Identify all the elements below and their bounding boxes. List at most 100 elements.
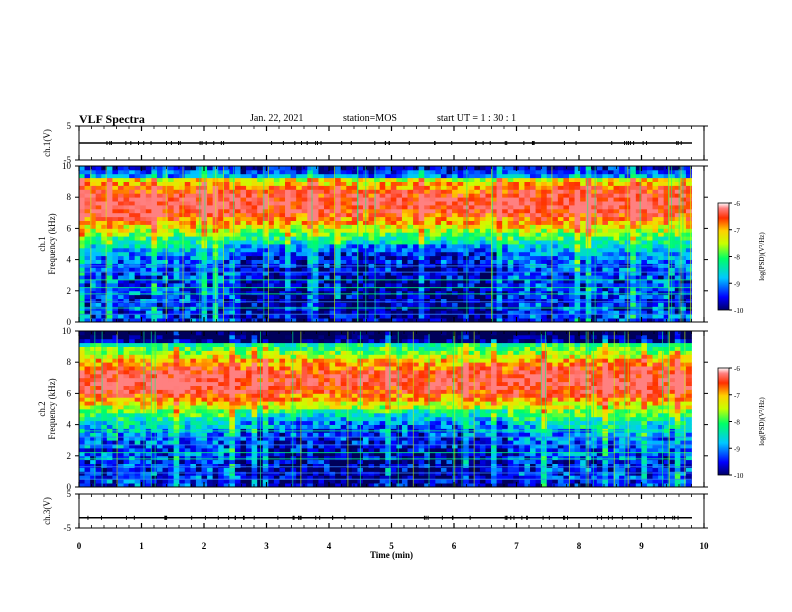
ch2-spectrogram-cell [123,455,130,461]
ch1-spectrogram-cell [285,286,291,292]
ch1-spectrogram-cell [79,314,85,319]
ch1-spectrogram-cell [184,255,191,260]
ch1-spectrogram-cell [179,275,186,280]
ch1-spectrogram-cell [307,177,314,182]
ch1-spectrogram-cell [518,232,525,237]
ch1-spectrogram-cell [329,255,336,260]
ch1-spectrogram-cell [117,286,124,292]
ch2-spectrogram-cell [117,416,124,422]
ch2-spectrogram-cell [95,405,102,410]
ch2-spectrogram-cell [123,479,130,484]
ch1-spectrogram-cell [663,290,670,296]
ch1-spectrogram-cell [251,306,258,311]
ch1-spectrogram-cell [424,251,431,257]
ch1-spectrogram-cell [290,283,297,288]
ch1-spectrogram-cell [312,294,319,299]
ch1-spectrogram-cell [117,173,124,179]
ch1-spectrogram-cell [301,169,308,175]
ch1-spectrogram-cell [390,181,397,186]
ch1-spectrogram-cell [574,205,581,210]
ch1-spectrogram-cell [79,201,85,206]
ch1-spectrogram-cell [262,232,269,237]
ch1-spectrogram-cell [273,232,280,237]
ch1-spectrogram-cell [619,189,626,194]
ch1-spectrogram-cell [418,318,425,323]
ch1-spectrogram-cell [413,279,420,284]
ch1-spectrogram-cell [413,193,420,198]
ch1-spectrogram-cell [418,197,425,202]
ch1-spectrogram-cell [518,193,525,198]
ch1-spectrogram-cell [195,205,202,210]
ch2-spectrogram-cell [129,401,136,406]
ch1-spectrogram-cell [569,314,575,319]
ch1-spectrogram-cell [530,251,536,257]
ch1-spectrogram-cell [635,240,642,245]
ch1-spectrogram-cell [240,216,247,221]
ch2-spectrogram-cell [106,373,113,379]
ch2-spectrogram-cell [95,483,102,488]
ch1-spectrogram-cell [95,169,102,175]
ch1-spectrogram-cell [134,298,141,303]
ch1-spectrogram-cell [619,216,626,221]
ch1-spectrogram-cell [613,201,620,206]
ch1-spectrogram-cell [452,177,459,182]
ch1-spectrogram-cell [357,318,364,323]
ch1-spectrogram-cell [318,208,325,214]
ch1-spectrogram-cell [635,314,642,319]
ch1-spectrogram-cell [580,259,587,264]
ch1-spectrogram-cell [95,290,102,296]
ch1-spectrogram-cell [329,193,336,198]
ch1-spectrogram-cell [552,205,559,210]
ch1-spectrogram-cell [440,232,447,237]
ch1-spectrogram-cell [518,271,525,276]
ch1-spectrogram-cell [156,306,163,311]
ch1-spectrogram-cell [413,259,420,264]
ch1-spectrogram-cell [368,220,375,225]
ch1-spectrogram-cell [190,166,197,171]
ch1-spectrogram-cell [190,193,197,198]
ch1-spectrogram-cell [457,185,464,190]
ch1-spectrogram-cell [546,283,553,288]
ch1-spectrogram-cell [524,271,531,276]
ch1-spectrogram-cell [112,310,119,315]
ch1-spectrogram-cell [658,193,665,198]
ch1-spectrogram-cell [452,181,459,186]
ch1-spectrogram-cell [602,197,609,202]
ch1-spectrogram-cell [546,247,553,253]
ch2-spectrogram-cell [112,385,119,390]
ch1-spectrogram-cell [246,298,253,303]
ch1-spectrogram-cell [513,310,520,315]
ch1-spectrogram-cell [129,166,136,171]
ch1-spectrogram-cell [329,205,336,210]
ch1-spectrogram-cell [396,255,403,260]
ch1-spectrogram-cell [619,220,626,225]
ch1-spectrogram-cell [95,240,102,245]
ch1-spectrogram-cell [485,290,492,296]
ch1-spectrogram-cell [413,169,420,175]
ch1-spectrogram-cell [184,310,191,315]
ch2-spectrogram-cell [151,467,158,472]
ch2-spectrogram-cell [101,401,108,406]
ch1-spectrogram-cell [468,306,475,311]
ch1-spectrogram-cell [513,236,520,241]
ch1-spectrogram-cell [207,310,214,315]
ch2-spectrogram-cell [101,377,108,383]
ch1-spectrogram-cell [218,181,225,186]
ch2-spectrogram-cell [117,401,124,406]
ch2-spectrogram-cell [140,331,147,336]
ch2-spectrogram-cell [112,389,119,394]
ch1-spectrogram-cell [234,314,241,319]
ch1-spectrogram-cell [390,189,397,194]
ch1-spectrogram-cell [685,294,692,299]
ch1-spectrogram-cell [101,251,108,257]
ch1-spectrogram-cell [413,314,420,319]
ch1-spectrogram-cell [429,306,436,311]
ch1-spectrogram-cell [257,251,264,257]
ch1-spectrogram-cell [117,290,124,296]
ch1-spectrogram-cell [368,302,375,307]
ch1-spectrogram-cell [446,232,453,237]
ch1-spectrogram-cell [179,290,186,296]
ch1-spectrogram-cell [552,255,559,260]
ch2-spectrogram-cell [84,412,91,418]
ch1-spectrogram-cell [613,177,620,182]
